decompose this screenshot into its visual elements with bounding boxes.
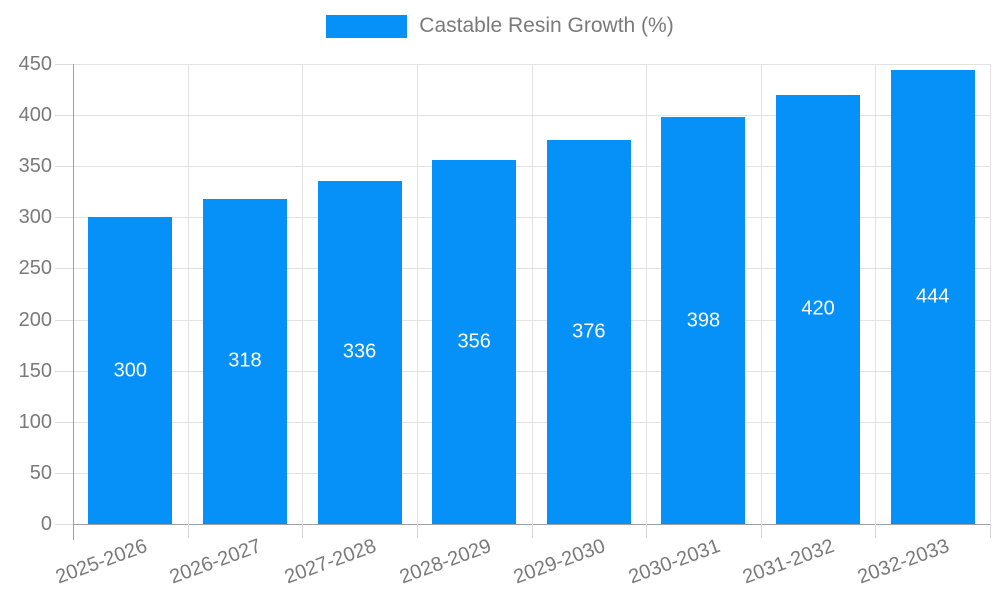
x-tick-label: 2025-2026 [52,535,150,589]
bar-value-label: 318 [228,349,262,372]
plot-area: 300 318 336 356 376 398 420 444 [73,64,991,540]
y-axis-line [73,64,74,540]
x-tick-label: 2031-2032 [740,535,838,589]
bar-value-label: 444 [916,285,950,308]
x-tick-label: 2027-2028 [281,535,380,589]
v-gridline [646,64,648,524]
legend-swatch [326,14,408,38]
bar-value-label: 356 [457,330,491,353]
bar[interactable]: 356 [432,160,517,524]
v-gridline [416,64,418,524]
v-gridline [531,64,533,524]
bar-value-label: 376 [572,320,606,343]
bar[interactable]: 376 [546,139,631,524]
x-tick-label: 2028-2029 [396,535,494,589]
legend[interactable]: Castable Resin Growth (%) [0,14,1000,38]
bar-value-label: 420 [801,297,835,320]
x-tick [990,524,991,538]
x-tick-label: 2030-2031 [625,535,723,589]
y-tick-label: 200 [18,308,52,331]
y-tick [55,370,73,372]
x-tick [73,524,74,538]
y-tick [55,166,73,168]
x-tick [416,524,418,538]
v-gridline [875,64,877,524]
y-tick [55,64,73,65]
x-tick [302,524,304,538]
y-tick-label: 300 [18,206,52,229]
bar-value-label: 336 [342,340,377,363]
bar-value-label: 300 [113,359,147,382]
x-tick-label: 2029-2030 [510,535,609,589]
v-gridline [187,64,189,524]
v-gridline [760,64,762,524]
y-tick-label: 100 [18,410,52,433]
y-tick-label: 450 [18,53,52,75]
y-tick [55,268,73,270]
y-tick-label: 400 [18,104,52,127]
y-tick-label: 350 [18,155,52,178]
y-tick-label: 150 [18,359,52,382]
y-tick [55,217,73,219]
y-tick [55,421,73,423]
y-tick-label: 0 [40,513,52,535]
y-tick [55,319,73,321]
legend-label: Castable Resin Growth (%) [419,14,674,37]
y-tick [55,524,73,525]
x-tick [875,524,877,538]
bar-value-label: 398 [686,309,721,332]
x-tick [760,524,762,538]
x-tick-label: 2026-2027 [167,535,265,589]
bar[interactable]: 398 [661,117,746,524]
bar[interactable]: 336 [317,180,402,524]
x-tick-label: 2032-2033 [854,535,953,589]
y-tick-label: 50 [29,461,52,484]
x-tick [531,524,533,538]
bar[interactable]: 420 [776,94,861,524]
bar[interactable]: 444 [890,70,975,524]
bar[interactable]: 318 [202,198,287,524]
x-tick [187,524,189,538]
v-gridline [302,64,304,524]
v-gridline [990,64,991,524]
y-tick-label: 250 [18,257,52,280]
bar[interactable]: 300 [88,217,173,524]
y-tick [55,472,73,474]
x-tick [646,524,648,538]
y-tick [55,115,73,117]
